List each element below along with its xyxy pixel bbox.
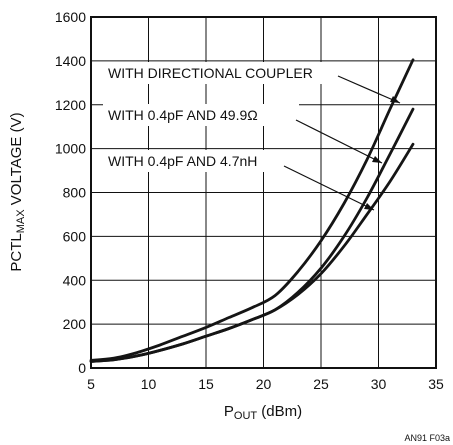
annotation-2-background — [103, 104, 299, 126]
y-axis-label-tail: VOLTAGE (V) — [8, 112, 25, 209]
y-tick-label: 400 — [63, 272, 87, 288]
y-tick-label: 0 — [78, 360, 86, 376]
y-tick-label: 800 — [63, 185, 87, 201]
series-line-3 — [89, 142, 415, 363]
annotation-1-background — [103, 62, 345, 84]
x-tick-label: 30 — [371, 376, 387, 392]
x-axis-label-sub: OUT — [234, 410, 258, 422]
x-tick-label: 20 — [256, 376, 272, 392]
plot-frame — [90, 16, 437, 369]
x-tick-label: 35 — [428, 376, 444, 392]
y-tick-label: 200 — [63, 316, 87, 332]
figure-code: AN91 F03a — [404, 433, 450, 443]
annotations: WITH DIRECTIONAL COUPLER WITH 0.4pF AND … — [103, 62, 401, 211]
annotation-49-9-ohm: WITH 0.4pF AND 49.9Ω — [108, 107, 258, 123]
series-line-1 — [89, 58, 415, 362]
curves — [89, 58, 415, 363]
y-tick-label: 600 — [63, 228, 87, 244]
annotation-4-7nh: WITH 0.4pF AND 4.7nH — [108, 153, 257, 169]
arrow-49-9-ohm — [295, 119, 383, 164]
tick-labels: 5 10 15 20 25 30 35 0 200 400 600 800 1000 1200 1400 16… — [55, 9, 444, 392]
series-line-2 — [89, 107, 415, 363]
x-axis-label: POUT (dBm) — [224, 403, 302, 422]
x-tick-label: 25 — [313, 376, 329, 392]
y-axis-label-main: PCTL — [8, 233, 25, 271]
y-tick-label: 1200 — [55, 97, 86, 113]
x-tick-label: 15 — [198, 376, 214, 392]
y-tick-label: 1000 — [55, 141, 86, 157]
y-axis-label: PCTLMAX VOLTAGE (V) — [8, 112, 27, 271]
x-axis-label-tail: (dBm) — [257, 403, 302, 420]
arrowhead-directional-coupler — [390, 96, 400, 103]
y-tick-label: 1400 — [55, 53, 86, 69]
x-axis-label-main: P — [224, 403, 234, 420]
x-tick-label: 10 — [141, 376, 157, 392]
arrowhead-4-7nh — [364, 203, 374, 210]
arrow-directional-coupler — [337, 75, 401, 104]
arrowhead-49-9-ohm — [372, 156, 382, 163]
y-tick-label: 1600 — [55, 9, 86, 25]
x-tick-label: 5 — [87, 376, 95, 392]
y-axis-label-sub: MAX — [15, 209, 27, 234]
arrow-4-7nh — [283, 165, 375, 211]
annotation-3-background — [103, 150, 283, 172]
annotation-directional-coupler: WITH DIRECTIONAL COUPLER — [108, 65, 313, 81]
